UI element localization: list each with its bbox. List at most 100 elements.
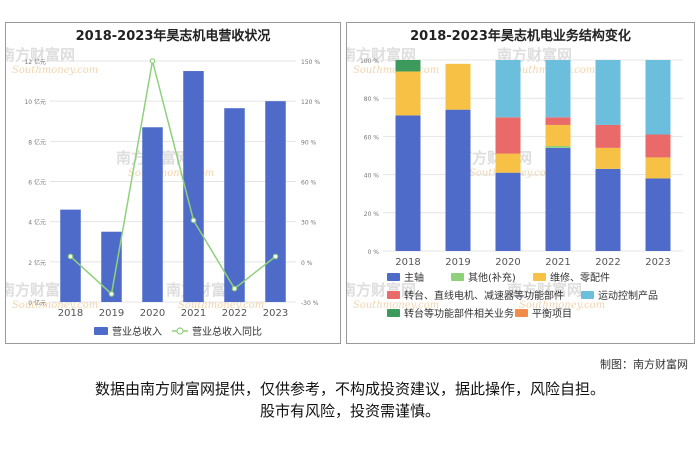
stacked-bar-segment xyxy=(545,145,571,148)
x-axis-tick-label: 2020 xyxy=(140,308,165,319)
stacked-bar-segment xyxy=(595,168,621,251)
revenue-bar xyxy=(265,101,286,303)
watermark-site: Southmoney.com xyxy=(353,300,439,311)
right-axis-tick-label: 150 % xyxy=(301,59,320,66)
yoy-line xyxy=(69,60,276,296)
revenue-bar xyxy=(101,231,122,302)
watermark-site: Southmoney.com xyxy=(12,300,98,311)
legend-swatch xyxy=(387,273,400,281)
x-axis-tick-label: 2018 xyxy=(58,308,83,319)
stacked-bar-segment xyxy=(495,172,521,251)
legend-label: 维修、零配件 xyxy=(550,271,610,284)
right-axis-tick-label: 120 % xyxy=(301,99,320,106)
watermark-site: Southmoney.com xyxy=(178,300,264,311)
legend-swatch xyxy=(533,273,546,281)
stacked-bar-segment xyxy=(395,60,421,72)
yoy-point xyxy=(231,285,238,292)
revenue-chart-svg: 南方财富网Southmoney.com南方财富网Southmoney.com南方… xyxy=(6,46,320,338)
legend-label: 转台等功能部件相关业务 xyxy=(404,307,514,320)
y-axis-tick-label: 0 % xyxy=(368,249,380,256)
legend-swatch xyxy=(581,291,594,299)
revenue-bar xyxy=(142,127,163,303)
stacked-bar-segment xyxy=(545,147,571,251)
y-axis-tick-label: 80 % xyxy=(364,96,380,103)
stacked-bar-segment xyxy=(545,117,571,125)
revenue-chart-panel: 2018-2023年昊志机电营收状况 南方财富网Southmoney.com南方… xyxy=(5,22,341,344)
stacked-bar-segment xyxy=(395,115,421,251)
yoy-point xyxy=(108,291,115,297)
disclaimer: 数据由南方财富网提供，仅供参考，不构成投资建议，据此操作，风险自担。 股市有风险… xyxy=(0,378,700,422)
x-axis-tick-label: 2018 xyxy=(395,257,420,268)
stacked-bar-segment xyxy=(545,124,571,146)
revenue-bar xyxy=(183,71,204,302)
y-axis-tick-label: 60 % xyxy=(364,134,380,141)
legend-swatch xyxy=(387,309,400,317)
stacked-bar-segment xyxy=(645,178,671,251)
watermark-brand: 南方财富网 xyxy=(507,281,582,299)
x-axis-tick-label: 2021 xyxy=(181,308,206,319)
stacked-bar-segment xyxy=(645,134,671,158)
watermark-brand: 南方财富网 xyxy=(6,46,75,64)
x-axis-tick-label: 2020 xyxy=(495,257,520,268)
x-axis-tick-label: 2019 xyxy=(99,308,124,319)
stacked-bar-segment xyxy=(595,124,621,148)
legend-label: 平衡项目 xyxy=(532,308,572,320)
legend-swatch-yoy-marker xyxy=(176,327,184,335)
revenue-chart-title: 2018-2023年昊志机电营收状况 xyxy=(75,29,271,44)
stacked-bar-segment xyxy=(645,157,671,179)
x-axis-tick-label: 2022 xyxy=(595,257,620,268)
legend-swatch xyxy=(451,273,464,281)
x-axis-tick-label: 2019 xyxy=(445,257,470,268)
left-axis-tick-label: 2 亿元 xyxy=(28,259,46,267)
stacked-bar-segment xyxy=(395,71,421,116)
x-axis-tick-label: 2023 xyxy=(263,308,288,319)
yoy-point xyxy=(272,253,279,260)
left-axis-tick-label: 8 亿元 xyxy=(28,138,46,146)
stacked-bar-segment xyxy=(595,60,621,125)
stacked-bar-segment xyxy=(495,153,521,173)
left-axis-tick-label: 10 亿元 xyxy=(24,98,46,106)
right-axis-tick-label: -30 % xyxy=(301,300,319,307)
x-axis-tick-label: 2022 xyxy=(222,308,247,319)
revenue-bar xyxy=(224,108,245,302)
yoy-point xyxy=(149,58,156,64)
stacked-bar-segment xyxy=(545,60,571,118)
stacked-bar-segment xyxy=(595,147,621,169)
structure-chart-title: 2018-2023年昊志机电业务结构变化 xyxy=(410,29,631,44)
yoy-point xyxy=(67,253,74,260)
watermark-brand: 南方财富网 xyxy=(6,281,75,299)
legend-label: 主轴 xyxy=(404,271,424,284)
legend-swatch-revenue xyxy=(94,327,108,335)
legend-label: 其他(补充) xyxy=(468,271,516,284)
legend-swatch xyxy=(387,291,400,299)
y-axis-tick-label: 100 % xyxy=(360,58,379,65)
legend-label: 运动控制产品 xyxy=(598,289,658,302)
stacked-bar-segment xyxy=(445,63,471,110)
yoy-point xyxy=(190,217,197,224)
legend-swatch xyxy=(515,309,528,317)
stacked-bar-segment xyxy=(445,109,471,251)
x-axis-tick-label: 2021 xyxy=(545,257,570,268)
right-axis-tick-label: 0 % xyxy=(301,260,313,267)
legend-label: 转台、直线电机、减速器等功能部件 xyxy=(404,289,564,302)
watermark-site: Southmoney.com xyxy=(12,65,98,76)
stacked-bar-segment xyxy=(495,117,521,154)
watermark-site: Southmoney.com xyxy=(128,168,214,179)
right-axis-tick-label: 90 % xyxy=(301,139,317,146)
right-axis-tick-label: 30 % xyxy=(301,220,317,227)
y-axis-tick-label: 20 % xyxy=(364,211,380,218)
legend-label-yoy: 营业总收入同比 xyxy=(192,325,262,338)
stacked-bar-segment xyxy=(645,60,671,135)
structure-chart-svg: 南方财富网Southmoney.com南方财富网Southmoney.com南方… xyxy=(347,46,683,320)
structure-chart-panel: 2018-2023年昊志机电业务结构变化 南方财富网Southmoney.com… xyxy=(346,22,695,344)
left-axis-tick-label: 4 亿元 xyxy=(28,219,46,227)
y-axis-tick-label: 40 % xyxy=(364,173,380,180)
right-axis-tick-label: 60 % xyxy=(301,180,317,187)
left-axis-tick-label: 0 亿元 xyxy=(28,299,46,307)
left-axis-tick-label: 6 亿元 xyxy=(28,179,46,187)
chart-credit: 制图：南方财富网 xyxy=(600,358,688,371)
watermark-site: Southmoney.com xyxy=(519,300,605,311)
legend-label-revenue: 营业总收入 xyxy=(112,325,162,338)
disclaimer-line-1: 数据由南方财富网提供，仅供参考，不构成投资建议，据此操作，风险自担。 xyxy=(94,380,605,398)
x-axis-tick-label: 2023 xyxy=(645,257,670,268)
